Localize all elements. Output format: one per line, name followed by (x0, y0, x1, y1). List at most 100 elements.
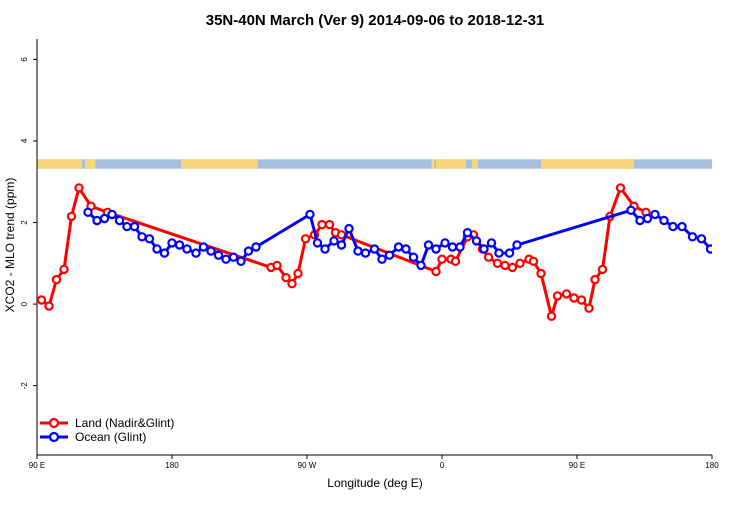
series-1-point-22 (251, 242, 261, 252)
series-0-point-12 (293, 268, 303, 279)
surface-band-land-6 (541, 159, 628, 169)
series-1-point-16 (206, 246, 216, 256)
series-1-point-4 (114, 215, 125, 226)
series-0-point-27 (492, 258, 503, 268)
series-0-point-20 (437, 254, 447, 264)
series-1-point-34 (393, 242, 404, 252)
series-1-point-19 (228, 252, 239, 262)
series-0-point-19 (431, 266, 441, 277)
series-1-point-11 (167, 238, 177, 248)
series-1-point-24 (312, 238, 323, 248)
legend-label-1: Ocean (Glint) (75, 430, 146, 444)
series-1-point-43 (462, 227, 473, 238)
series-0-point-15 (317, 219, 327, 230)
surface-band-land-4 (436, 159, 466, 169)
surface-band-land-5 (472, 159, 478, 169)
series-0-point-0 (37, 295, 47, 305)
surface-band-ocean (37, 159, 712, 169)
series-1-point-54 (659, 215, 669, 226)
series-1-point-21 (243, 246, 254, 256)
x-tick-label-4: 90 E (569, 461, 585, 470)
y-axis-label: XCO2 - MLO trend (ppm) (3, 178, 17, 313)
surface-band-land-1 (85, 159, 96, 169)
series-1-point-18 (221, 254, 231, 264)
series-1-point-47 (494, 248, 504, 258)
series-1-point-5 (122, 221, 132, 232)
series-0-point-2 (51, 274, 62, 285)
series-1-point-36 (408, 252, 419, 262)
series-1-point-8 (144, 234, 155, 244)
x-tick-label-3: 0 (440, 461, 445, 470)
series-1-point-61 (723, 239, 730, 246)
series-0-point-43 (615, 183, 626, 193)
surface-band-land-0 (37, 159, 82, 169)
series-0-point-28 (500, 260, 510, 271)
series-1-point-59 (705, 244, 712, 254)
y-tick-label-4: 6 (20, 57, 29, 62)
x-tick-label-5: 180 (705, 461, 719, 470)
series-1-point-39 (431, 244, 441, 254)
y-tick-label-2: 2 (20, 220, 29, 225)
surface-band-land-3 (431, 159, 435, 169)
series-0-point-30 (515, 258, 525, 268)
series-1-point-10 (159, 248, 170, 258)
series-0-point-3 (59, 264, 69, 275)
series-1-point-29 (353, 246, 363, 256)
y-tick-label-1: 0 (20, 301, 29, 306)
series-1-point-23 (305, 209, 315, 220)
series-1-point-46 (486, 238, 497, 248)
series-0-point-36 (561, 289, 572, 299)
series-1-point-1 (92, 215, 102, 226)
surface-band-land-7 (626, 159, 634, 169)
series-0-point-29 (507, 262, 518, 273)
series-0-point-16 (324, 219, 335, 230)
series-0-point-38 (576, 295, 587, 305)
x-axis-label: Longitude (deg E) (327, 476, 422, 490)
y-tick-label-3: 4 (20, 138, 29, 143)
series-0-point-33 (536, 268, 546, 279)
series-1-point-7 (137, 232, 147, 242)
series-1-point-60 (716, 250, 723, 257)
series-1-point-57 (687, 232, 698, 242)
series-0-point-5 (74, 183, 84, 193)
series-0-point-41 (597, 264, 608, 275)
series-1-point-9 (152, 244, 162, 254)
series-1-point-55 (668, 221, 678, 232)
series-1-point-50 (626, 205, 636, 215)
series-1-point-31 (369, 244, 380, 254)
series-1 (83, 205, 730, 271)
series-1-point-20 (236, 256, 246, 266)
chart-title: 35N-40N March (Ver 9) 2014-09-06 to 2018… (206, 12, 545, 29)
legend: Land (Nadir&Glint)Ocean (Glint) (40, 416, 174, 444)
series-1-point-15 (198, 242, 209, 252)
legend-label-0: Land (Nadir&Glint) (75, 416, 174, 430)
legend-marker-1 (48, 431, 60, 443)
series-0-point-9 (272, 260, 282, 271)
series-1-point-45 (479, 244, 489, 254)
series-1-point-13 (182, 244, 192, 254)
surface-band (37, 159, 712, 169)
series-0-point-4 (66, 211, 77, 222)
series-1-point-14 (191, 248, 201, 258)
series-1-point-53 (650, 209, 660, 220)
y-tick-label-0: -2 (20, 382, 29, 390)
surface-band-land-2 (181, 159, 258, 169)
series-1-point-0 (83, 207, 93, 217)
series-0-point-13 (300, 234, 311, 244)
series-1-point-42 (455, 242, 465, 252)
series-0-point-11 (287, 279, 297, 289)
x-tick-label-1: 180 (165, 461, 179, 470)
series-1-point-26 (329, 236, 339, 246)
series-1-point-44 (471, 236, 482, 246)
series-0-point-34 (546, 311, 557, 321)
series-0-point-32 (528, 256, 539, 266)
series-1-point-35 (401, 244, 411, 254)
series-1-point-37 (416, 260, 426, 271)
series-1-point-6 (129, 221, 140, 232)
series-1-point-33 (384, 250, 395, 260)
series-1-point-58 (696, 234, 707, 244)
x-tick-label-2: 90 W (298, 461, 317, 470)
series-1-point-32 (377, 254, 387, 264)
